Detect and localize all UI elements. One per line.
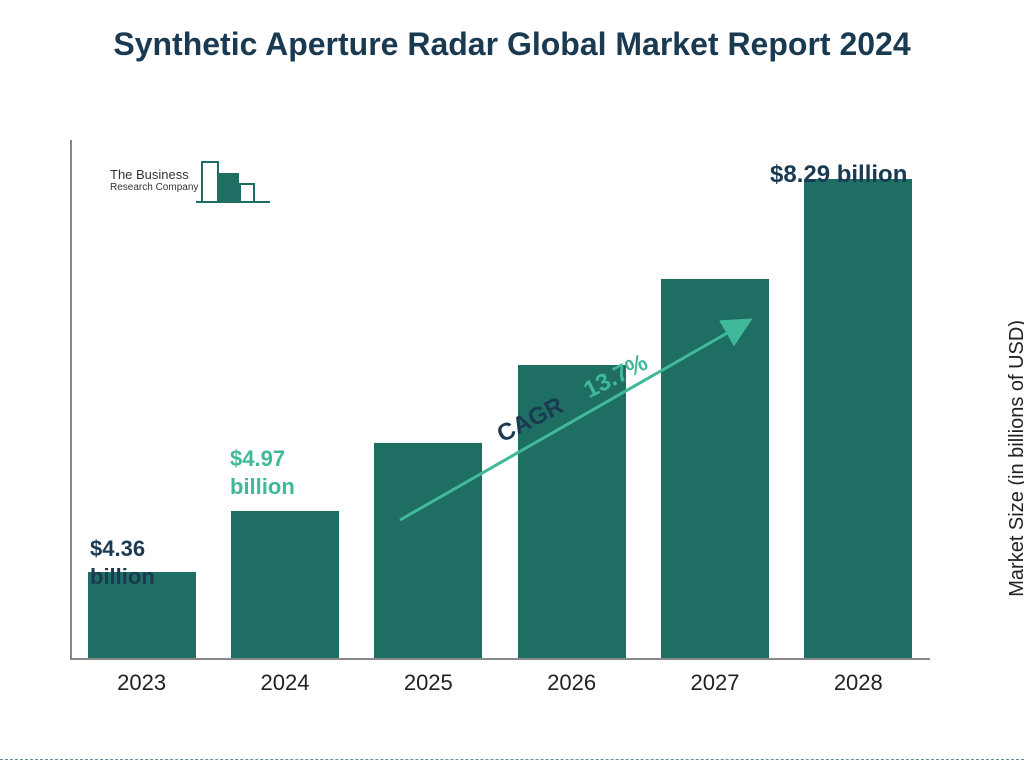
bar-wrap: 2028: [798, 179, 918, 658]
value-label: $4.36 billion: [90, 535, 155, 590]
bar-wrap: 2025: [368, 443, 488, 658]
value-label: $8.29 billion: [770, 160, 907, 190]
y-axis-label: Market Size (in billions of USD): [1006, 320, 1024, 597]
x-tick-label: 2026: [512, 670, 632, 696]
x-tick-label: 2028: [798, 670, 918, 696]
value-label: $4.97 billion: [230, 445, 295, 500]
chart-title: Synthetic Aperture Radar Global Market R…: [0, 0, 1024, 64]
x-axis-line: [70, 658, 930, 660]
bar-wrap: 2027: [655, 279, 775, 658]
x-tick-label: 2023: [82, 670, 202, 696]
bar: [374, 443, 482, 658]
x-tick-label: 2024: [225, 670, 345, 696]
x-tick-label: 2025: [368, 670, 488, 696]
x-tick-label: 2027: [655, 670, 775, 696]
footer-divider: [0, 759, 1024, 760]
bars-container: 202320242025202620272028: [70, 158, 930, 658]
bar: [804, 179, 912, 658]
bar-chart: 202320242025202620272028 CAGR 13.7% $4.3…: [70, 140, 930, 700]
bar: [231, 511, 339, 658]
bar: [661, 279, 769, 658]
bar-wrap: 2024: [225, 511, 345, 658]
